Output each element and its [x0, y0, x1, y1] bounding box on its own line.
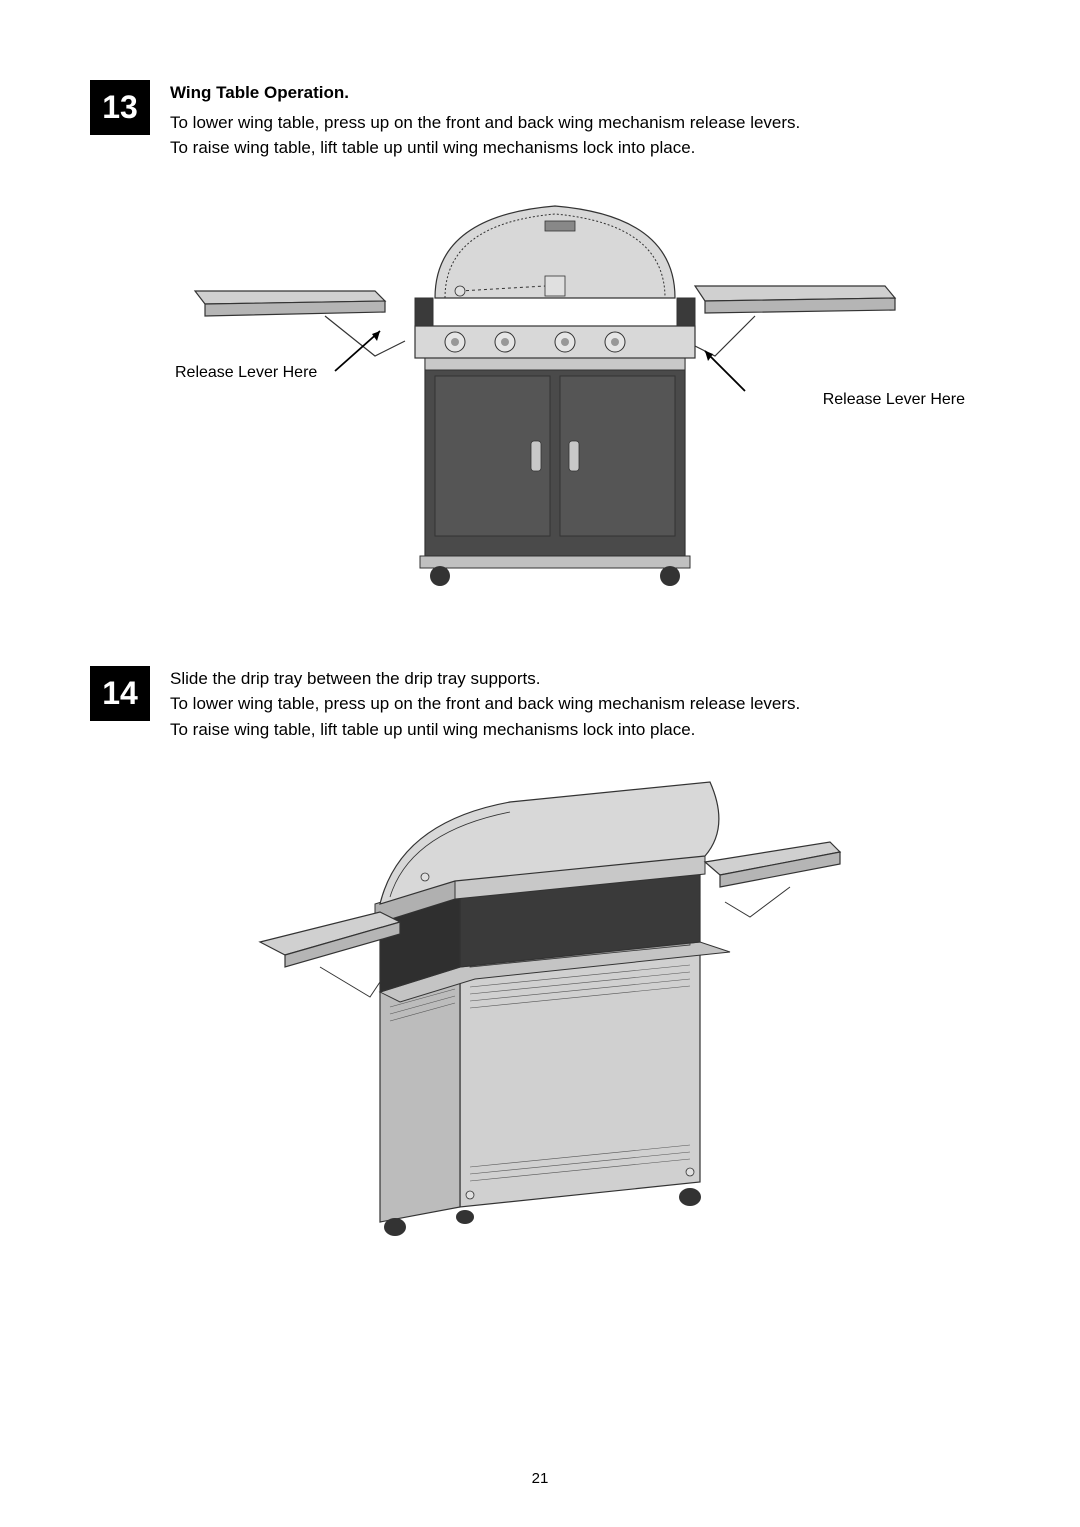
step-13-number: 13 — [102, 89, 138, 126]
step-14-figure — [230, 767, 850, 1247]
step-13-line1: To lower wing table, press up on the fro… — [170, 110, 990, 136]
step-14-badge: 14 — [90, 666, 150, 721]
step-13-text: Wing Table Operation. To lower wing tabl… — [170, 80, 990, 161]
step-14-section: 14 Slide the drip tray between the drip … — [90, 666, 990, 1248]
grill-front-illustration — [175, 186, 905, 586]
step-14-line2: To lower wing table, press up on the fro… — [170, 691, 990, 717]
step-13-figure: Release Lever Here Release Lever Here — [175, 186, 905, 586]
step-13-line2: To raise wing table, lift table up until… — [170, 135, 990, 161]
callout-left: Release Lever Here — [175, 364, 317, 382]
step-14-line3: To raise wing table, lift table up until… — [170, 717, 990, 743]
grill-rear-illustration — [230, 767, 850, 1247]
page-number: 21 — [532, 1470, 549, 1487]
right-wing-rear — [705, 842, 840, 917]
step-13-header: 13 Wing Table Operation. To lower wing t… — [90, 80, 990, 161]
left-wing-table — [195, 291, 405, 356]
step-13-title: Wing Table Operation. — [170, 80, 990, 106]
grill-cabinet — [420, 356, 690, 586]
step-13-section: 13 Wing Table Operation. To lower wing t… — [90, 80, 990, 586]
step-14-line1: Slide the drip tray between the drip tra… — [170, 666, 990, 692]
grill-lid — [435, 206, 675, 298]
step-14-header: 14 Slide the drip tray between the drip … — [90, 666, 990, 743]
step-14-text: Slide the drip tray between the drip tra… — [170, 666, 990, 743]
left-wing-rear — [260, 912, 400, 997]
right-wing-table — [685, 286, 895, 356]
step-14-number: 14 — [102, 675, 138, 712]
callout-right: Release Lever Here — [823, 391, 965, 409]
control-panel — [415, 298, 695, 358]
step-13-badge: 13 — [90, 80, 150, 135]
